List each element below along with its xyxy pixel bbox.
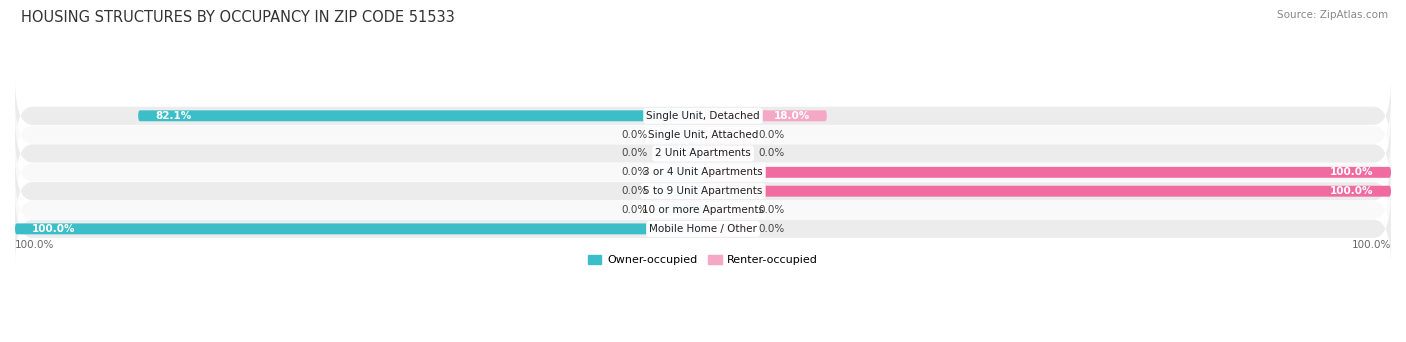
Text: Mobile Home / Other: Mobile Home / Other xyxy=(650,224,756,234)
Text: 0.0%: 0.0% xyxy=(758,224,785,234)
FancyBboxPatch shape xyxy=(138,110,703,121)
Text: 0.0%: 0.0% xyxy=(621,148,648,158)
Text: 2 Unit Apartments: 2 Unit Apartments xyxy=(655,148,751,158)
Text: 3 or 4 Unit Apartments: 3 or 4 Unit Apartments xyxy=(643,167,763,177)
Text: 100.0%: 100.0% xyxy=(1330,186,1374,196)
Legend: Owner-occupied, Renter-occupied: Owner-occupied, Renter-occupied xyxy=(583,250,823,270)
Text: Source: ZipAtlas.com: Source: ZipAtlas.com xyxy=(1277,10,1388,20)
Text: 0.0%: 0.0% xyxy=(758,205,785,215)
Text: HOUSING STRUCTURES BY OCCUPANCY IN ZIP CODE 51533: HOUSING STRUCTURES BY OCCUPANCY IN ZIP C… xyxy=(21,10,454,25)
FancyBboxPatch shape xyxy=(703,110,827,121)
FancyBboxPatch shape xyxy=(655,129,703,140)
Text: Single Unit, Detached: Single Unit, Detached xyxy=(647,111,759,121)
Text: 0.0%: 0.0% xyxy=(758,130,785,140)
Text: 0.0%: 0.0% xyxy=(758,148,785,158)
FancyBboxPatch shape xyxy=(15,134,1391,210)
FancyBboxPatch shape xyxy=(15,153,1391,229)
Text: 100.0%: 100.0% xyxy=(1330,167,1374,177)
Text: 0.0%: 0.0% xyxy=(621,130,648,140)
Text: 100.0%: 100.0% xyxy=(1351,240,1391,250)
FancyBboxPatch shape xyxy=(15,223,703,234)
Text: Single Unit, Attached: Single Unit, Attached xyxy=(648,130,758,140)
FancyBboxPatch shape xyxy=(15,172,1391,248)
Text: 100.0%: 100.0% xyxy=(15,240,55,250)
FancyBboxPatch shape xyxy=(655,148,703,159)
FancyBboxPatch shape xyxy=(15,191,1391,267)
FancyBboxPatch shape xyxy=(655,167,703,178)
FancyBboxPatch shape xyxy=(655,186,703,197)
FancyBboxPatch shape xyxy=(703,167,1391,178)
Text: 10 or more Apartments: 10 or more Apartments xyxy=(643,205,763,215)
FancyBboxPatch shape xyxy=(703,148,751,159)
FancyBboxPatch shape xyxy=(703,129,751,140)
Text: 0.0%: 0.0% xyxy=(621,186,648,196)
Text: 5 to 9 Unit Apartments: 5 to 9 Unit Apartments xyxy=(644,186,762,196)
Text: 18.0%: 18.0% xyxy=(773,111,810,121)
FancyBboxPatch shape xyxy=(15,96,1391,173)
Text: 0.0%: 0.0% xyxy=(621,167,648,177)
FancyBboxPatch shape xyxy=(655,205,703,215)
Text: 82.1%: 82.1% xyxy=(155,111,191,121)
FancyBboxPatch shape xyxy=(703,205,751,215)
Text: 100.0%: 100.0% xyxy=(32,224,76,234)
FancyBboxPatch shape xyxy=(703,223,751,234)
FancyBboxPatch shape xyxy=(703,186,1391,197)
FancyBboxPatch shape xyxy=(15,116,1391,192)
FancyBboxPatch shape xyxy=(15,78,1391,154)
Text: 0.0%: 0.0% xyxy=(621,205,648,215)
